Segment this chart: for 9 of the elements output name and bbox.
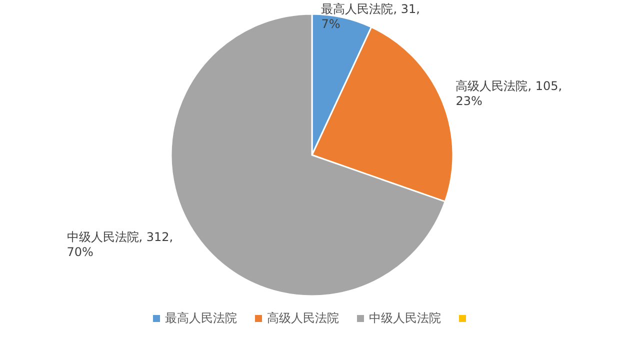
text: 70% <box>66 245 94 260</box>
legend-label: 高级人民法院 <box>267 311 339 325</box>
category-label: 最高人民法院, 31, <box>321 2 420 16</box>
legend-label: 中级人民法院 <box>369 311 441 325</box>
text: 7% <box>321 17 340 31</box>
legend-label: 最高人民法院 <box>165 311 237 325</box>
text: 23% <box>456 94 482 108</box>
category-label: 高级人民法院, 105, <box>456 79 562 94</box>
category-label: 中级人民法院, 312, <box>66 230 174 244</box>
